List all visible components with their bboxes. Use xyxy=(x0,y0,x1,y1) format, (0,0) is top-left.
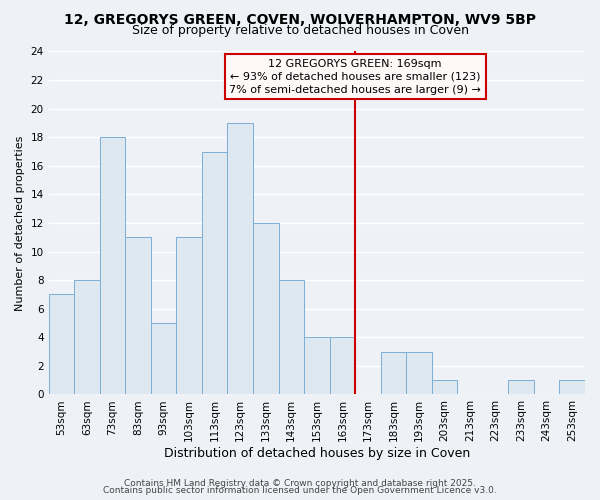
Text: 12 GREGORYS GREEN: 169sqm
← 93% of detached houses are smaller (123)
7% of semi-: 12 GREGORYS GREEN: 169sqm ← 93% of detac… xyxy=(229,58,481,95)
Bar xyxy=(125,238,151,394)
Bar xyxy=(49,294,74,394)
Bar xyxy=(380,352,406,395)
Bar xyxy=(559,380,585,394)
Text: Size of property relative to detached houses in Coven: Size of property relative to detached ho… xyxy=(131,24,469,37)
Bar xyxy=(151,323,176,394)
Text: Contains HM Land Registry data © Crown copyright and database right 2025.: Contains HM Land Registry data © Crown c… xyxy=(124,478,476,488)
Bar xyxy=(176,238,202,394)
Bar xyxy=(100,137,125,394)
Text: Contains public sector information licensed under the Open Government Licence v3: Contains public sector information licen… xyxy=(103,486,497,495)
Text: 12, GREGORYS GREEN, COVEN, WOLVERHAMPTON, WV9 5BP: 12, GREGORYS GREEN, COVEN, WOLVERHAMPTON… xyxy=(64,12,536,26)
Bar xyxy=(253,223,278,394)
Bar xyxy=(329,338,355,394)
Bar xyxy=(432,380,457,394)
Bar xyxy=(227,123,253,394)
Y-axis label: Number of detached properties: Number of detached properties xyxy=(15,136,25,310)
Bar xyxy=(74,280,100,394)
Bar xyxy=(508,380,534,394)
X-axis label: Distribution of detached houses by size in Coven: Distribution of detached houses by size … xyxy=(164,447,470,460)
Bar xyxy=(406,352,432,395)
Bar xyxy=(202,152,227,394)
Bar xyxy=(304,338,329,394)
Bar xyxy=(278,280,304,394)
